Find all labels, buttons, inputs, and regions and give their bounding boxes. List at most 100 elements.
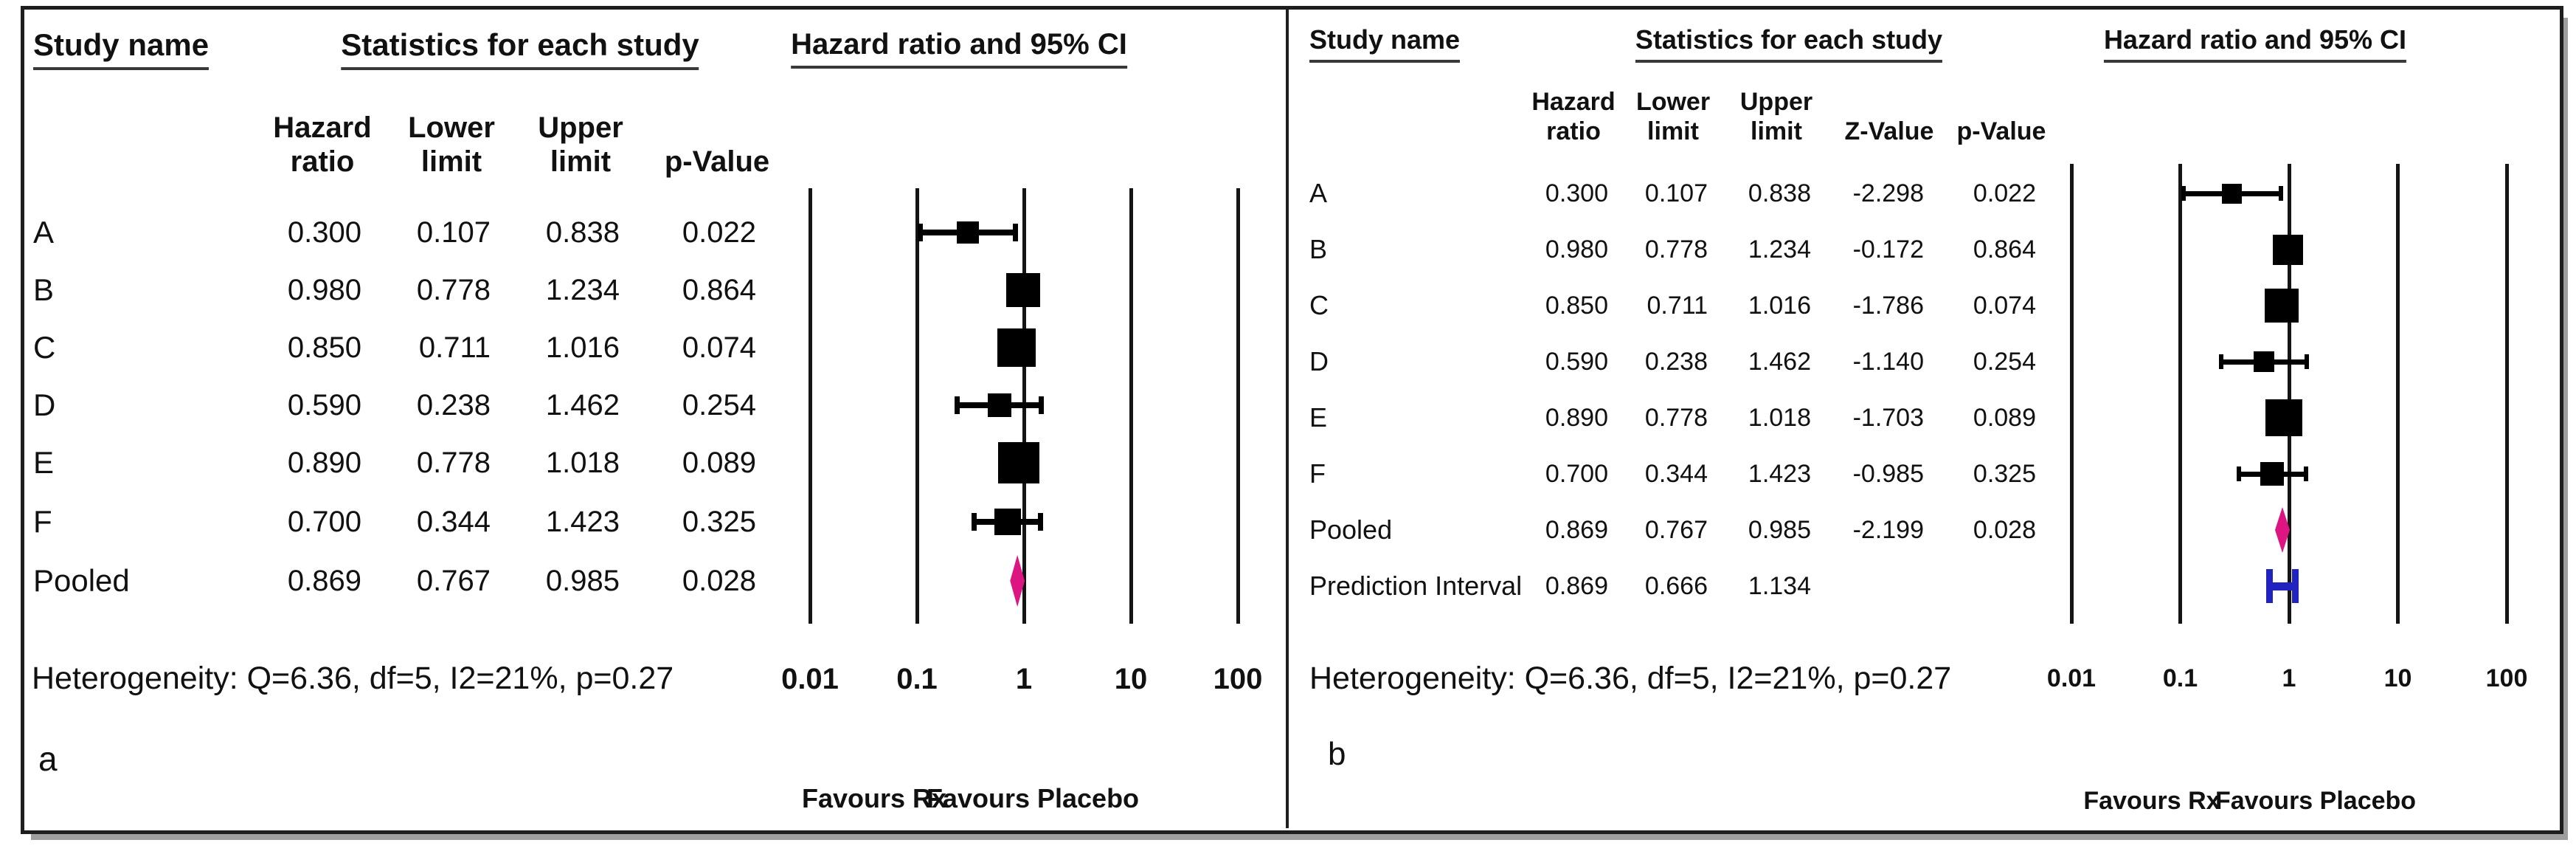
study-label: C xyxy=(33,330,56,365)
stat-value: 0.325 xyxy=(682,506,756,538)
prediction-interval-cap xyxy=(2266,569,2274,603)
stats-group-header: Statistics for each study xyxy=(341,30,699,70)
stat-value: 0.666 xyxy=(1644,572,1708,600)
stat-value: -2.199 xyxy=(1852,516,1924,544)
stat-value: 0.028 xyxy=(1973,516,2036,544)
effect-square xyxy=(997,442,1039,483)
study-label: B xyxy=(1309,234,1328,264)
axis-tick-label: 0.1 xyxy=(896,663,938,695)
study-name-header: Study name xyxy=(33,30,210,70)
ci-cap xyxy=(2219,354,2224,369)
column-header: Upper limit xyxy=(538,111,623,178)
study-label: E xyxy=(33,445,55,480)
stat-value: 1.016 xyxy=(1748,292,1811,320)
effect-square xyxy=(2254,351,2275,372)
panel-letter: a xyxy=(38,740,58,778)
axis-tick-label: 1 xyxy=(1015,663,1033,695)
study-label: Prediction Interval xyxy=(1309,571,1523,601)
stat-value: 0.089 xyxy=(1973,404,2036,432)
column-header: Upper limit xyxy=(1739,88,1813,145)
stat-value: 0.300 xyxy=(1545,179,1608,207)
stat-value: 0.850 xyxy=(287,331,361,364)
stat-value: 0.238 xyxy=(1644,348,1708,376)
study-label: A xyxy=(33,215,55,249)
stat-value: -1.786 xyxy=(1852,292,1924,320)
ci-cap xyxy=(972,513,977,531)
effect-square xyxy=(2265,399,2302,436)
stat-value: 0.869 xyxy=(1545,572,1608,600)
stat-value: 0.238 xyxy=(416,389,491,421)
stat-value: 0.985 xyxy=(1748,516,1811,544)
axis-tick-label: 0.01 xyxy=(781,663,839,695)
pooled-diamond xyxy=(1010,555,1025,607)
effect-square xyxy=(2222,183,2243,204)
study-label: F xyxy=(1309,458,1326,489)
column-header: p-Value xyxy=(664,145,770,178)
stat-value: 0.074 xyxy=(1973,292,2036,320)
stat-value: 0.700 xyxy=(287,506,361,538)
stat-value: 0.778 xyxy=(416,274,491,306)
study-label: F xyxy=(33,504,52,539)
stat-value: 0.850 xyxy=(1545,292,1608,320)
stat-value: 0.590 xyxy=(1545,348,1608,376)
column-header: Z-Value xyxy=(1844,117,1934,145)
column-header: p-Value xyxy=(1956,117,2046,145)
stat-value: 0.778 xyxy=(416,447,491,479)
column-header: Lower limit xyxy=(408,111,495,178)
stat-value: 0.590 xyxy=(287,389,361,421)
stat-value: 0.344 xyxy=(416,506,491,538)
axis-gridline xyxy=(1236,188,1240,624)
study-label: D xyxy=(1309,346,1329,376)
stats-group-header: Statistics for each study xyxy=(1635,27,1943,63)
pooled-diamond xyxy=(2275,507,2291,553)
stat-value: 0.864 xyxy=(1973,235,2036,264)
axis-gridline xyxy=(808,188,812,624)
effect-square xyxy=(994,509,1021,535)
stat-value: 0.325 xyxy=(1973,460,2036,488)
stat-value: 0.089 xyxy=(682,447,756,479)
favours-rx-label: Favours Rx xyxy=(2083,787,2220,815)
stat-value: -0.985 xyxy=(1852,460,1924,488)
panel-letter: b xyxy=(1328,736,1346,772)
prediction-interval-cap xyxy=(2291,569,2299,603)
study-label: B xyxy=(33,272,55,307)
stat-value: 0.980 xyxy=(1545,235,1608,264)
stat-value: 0.767 xyxy=(416,565,491,597)
stat-value: 0.778 xyxy=(1644,235,1708,264)
axis-tick-label: 100 xyxy=(1213,663,1263,695)
stat-value: 0.864 xyxy=(682,274,756,306)
stat-value: -0.172 xyxy=(1852,235,1924,264)
ci-cap xyxy=(1037,513,1043,531)
ci-cap xyxy=(2303,466,2308,481)
column-header: Hazard ratio xyxy=(1531,88,1616,145)
stat-value: 1.018 xyxy=(1748,404,1811,432)
ci-cap xyxy=(917,224,923,241)
ci-cap xyxy=(2278,186,2283,201)
study-label: A xyxy=(1309,178,1328,208)
stat-value: 0.838 xyxy=(1748,179,1811,207)
stat-value: 1.423 xyxy=(1748,460,1811,488)
favours-placebo-label: Favours Placebo xyxy=(926,783,1140,813)
axis-gridline xyxy=(2396,164,2400,624)
ci-cap xyxy=(2181,186,2186,201)
stat-value: 1.462 xyxy=(545,389,620,421)
study-name-header: Study name xyxy=(1309,27,1461,63)
stat-value: 1.234 xyxy=(545,274,620,306)
axis-gridline xyxy=(2069,164,2074,624)
effect-square xyxy=(2260,462,2285,486)
stat-value: 0.890 xyxy=(1545,404,1608,432)
effect-square xyxy=(957,221,980,244)
heterogeneity-note: Heterogeneity: Q=6.36, df=5, I2=21%, p=0… xyxy=(32,661,674,696)
study-label: Pooled xyxy=(33,563,130,598)
stat-value: 0.700 xyxy=(1545,460,1608,488)
effect-square xyxy=(997,328,1036,367)
stat-value: 0.107 xyxy=(1644,179,1708,207)
axis-gridline xyxy=(1129,188,1133,624)
ci-cap xyxy=(2236,466,2241,481)
study-label: E xyxy=(1309,402,1328,433)
stat-value: 0.711 xyxy=(418,331,491,364)
axis-tick-label: 100 xyxy=(2485,664,2528,692)
stat-value: -2.298 xyxy=(1852,179,1924,207)
stat-value: -1.703 xyxy=(1852,404,1924,432)
stat-value: 0.869 xyxy=(1545,516,1608,544)
